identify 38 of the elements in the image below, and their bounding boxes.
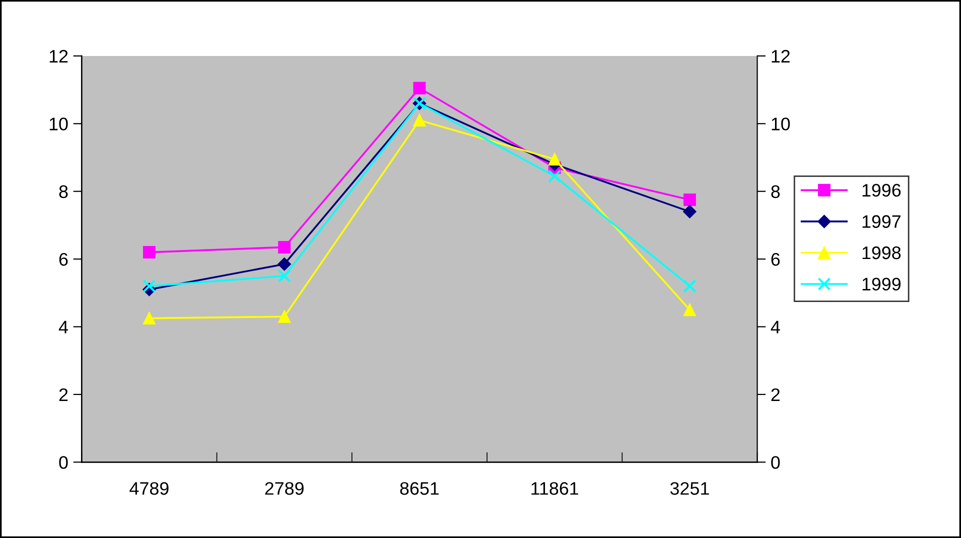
- y-tick-label: 2: [59, 388, 68, 401]
- y2-tick-label: 4: [770, 320, 780, 334]
- x-tick-label: 2789: [265, 482, 304, 495]
- point: [142, 312, 156, 325]
- legend-label: 1997: [862, 215, 900, 228]
- y2-tick-label: 0: [771, 456, 780, 469]
- y-tick-label: 12: [50, 50, 68, 62]
- y2-tick-label: 8: [771, 185, 780, 198]
- x-tick-label: 4789: [130, 482, 168, 495]
- legend-label: 1999: [862, 278, 901, 290]
- y2-tick-label: 10: [772, 118, 790, 130]
- point: [548, 170, 562, 183]
- legend-label: 1998: [862, 246, 901, 260]
- point: [142, 280, 156, 293]
- y-tick-label: 10: [50, 118, 68, 130]
- x-tick-label: 3251: [670, 482, 709, 495]
- point: [278, 310, 291, 323]
- point: [413, 82, 426, 94]
- y2-tick-label: 12: [772, 50, 790, 62]
- y-tick-label: 8: [59, 185, 68, 198]
- point: [683, 194, 696, 206]
- point: [548, 152, 561, 166]
- point: [278, 240, 291, 254]
- point: [683, 280, 696, 293]
- y-tick-label: 6: [59, 252, 68, 266]
- point: [683, 304, 696, 316]
- point: [278, 269, 291, 283]
- point: [142, 246, 156, 259]
- x-tick-label: 11861: [532, 482, 578, 495]
- y-tick-label: 0: [59, 456, 68, 469]
- y-tick-label: 4: [58, 320, 68, 334]
- point: [413, 114, 426, 127]
- point: [278, 258, 291, 271]
- x-tick-label: 8651: [400, 482, 439, 495]
- legend-label: 1996: [862, 184, 901, 197]
- point: [683, 205, 696, 218]
- y2-tick-label: 6: [771, 252, 780, 266]
- y2-tick-label: 2: [771, 388, 780, 401]
